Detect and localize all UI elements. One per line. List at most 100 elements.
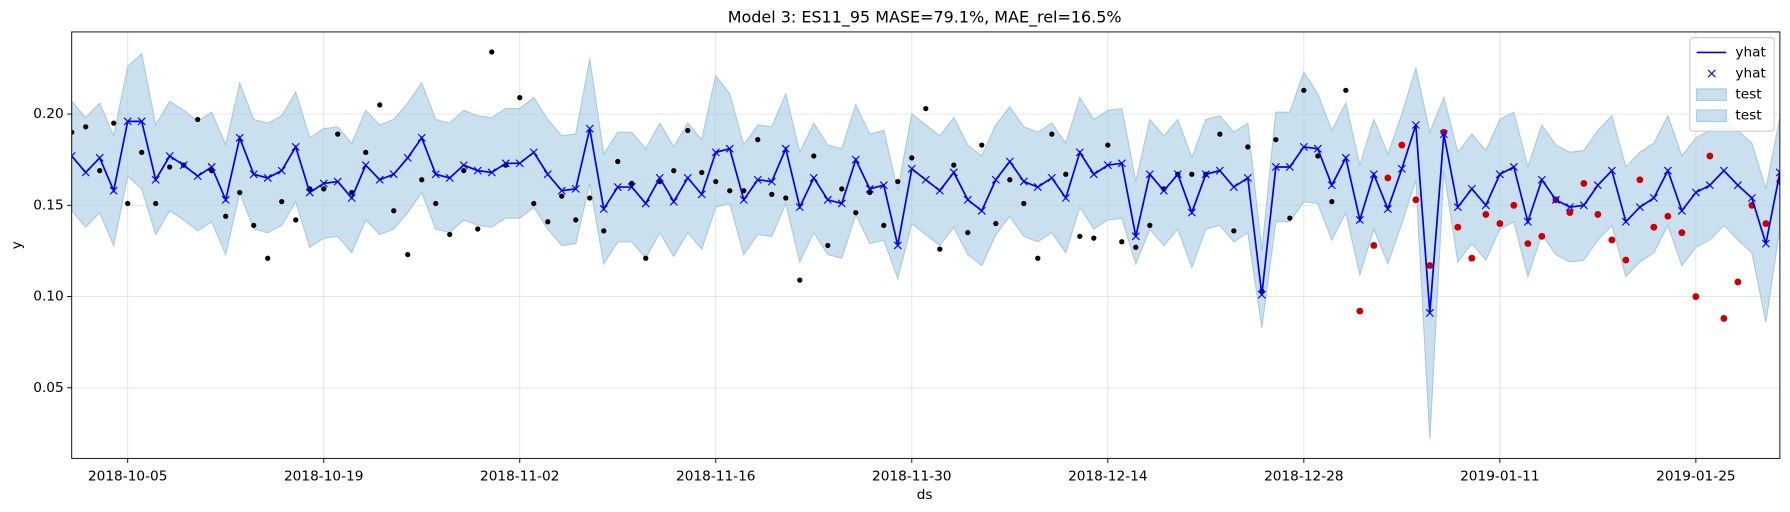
forecast-marker xyxy=(599,204,608,213)
forecast-marker xyxy=(823,195,832,204)
test-point xyxy=(1370,242,1378,249)
forecast-marker xyxy=(1761,239,1770,248)
forecast-marker xyxy=(277,166,286,175)
actual-point xyxy=(615,158,621,165)
actual-point xyxy=(573,217,579,223)
actual-point xyxy=(1091,235,1097,241)
forecast-marker xyxy=(907,164,916,173)
forecast-marker xyxy=(1089,170,1098,179)
actual-point xyxy=(447,231,453,238)
forecast-marker xyxy=(683,173,692,182)
forecast-marker xyxy=(1257,290,1266,299)
x-tick-label: 2018-12-28 xyxy=(1264,469,1343,485)
actual-point xyxy=(545,219,551,225)
forecast-marker xyxy=(1131,232,1140,241)
test-point xyxy=(1678,229,1686,237)
chart-title: Model 3: ES11_95 MASE=79.1%, MAE_rel=16.… xyxy=(728,8,1122,28)
actual-point xyxy=(629,180,635,187)
forecast-marker xyxy=(1677,206,1686,215)
actual-point xyxy=(391,208,397,214)
forecast-marker xyxy=(1075,148,1084,157)
forecast-marker xyxy=(1775,168,1780,177)
test-point xyxy=(1692,293,1700,300)
forecast-marker xyxy=(431,170,440,179)
actual-point xyxy=(293,217,299,223)
actual-point xyxy=(601,228,607,234)
forecast-marker xyxy=(403,153,412,162)
legend-patch xyxy=(1696,109,1727,123)
actual-point xyxy=(71,129,75,135)
actual-point xyxy=(685,127,691,134)
forecast-marker xyxy=(1187,208,1196,217)
forecast-marker xyxy=(487,168,496,177)
forecast-marker xyxy=(1173,170,1182,179)
forecast-marker xyxy=(991,175,1000,184)
legend-label: yhat xyxy=(1735,44,1766,60)
test-point xyxy=(1636,176,1644,184)
forecast-marker xyxy=(1523,217,1532,226)
actual-point xyxy=(951,162,957,168)
y-tick-label: 0.05 xyxy=(33,380,63,396)
forecast-marker xyxy=(1425,308,1434,318)
test-point xyxy=(1538,232,1546,240)
actual-point xyxy=(377,102,383,108)
actual-point xyxy=(1049,131,1055,137)
actual-point xyxy=(811,153,817,159)
forecast-marker xyxy=(207,162,216,172)
forecast-marker xyxy=(1593,181,1602,190)
forecast-marker xyxy=(445,173,454,182)
test-point xyxy=(1706,152,1714,160)
forecast-marker xyxy=(123,117,132,126)
actual-point xyxy=(895,178,901,185)
actual-point xyxy=(1315,153,1321,159)
actual-point xyxy=(797,277,803,283)
forecast-marker xyxy=(1467,184,1476,193)
actual-point xyxy=(153,200,159,207)
x-tick-label: 2019-01-25 xyxy=(1656,469,1735,485)
forecast-marker xyxy=(291,142,300,151)
test-point xyxy=(1524,240,1532,248)
forecast-marker xyxy=(109,186,118,195)
forecast-marker xyxy=(1705,181,1714,190)
forecast-marker xyxy=(781,144,790,153)
actual-point xyxy=(867,189,873,196)
forecast-marker xyxy=(1327,181,1336,190)
forecast-marker xyxy=(753,175,762,184)
forecast-marker xyxy=(697,190,706,199)
forecast-marker xyxy=(1397,164,1406,173)
forecast-marker xyxy=(1635,203,1644,212)
forecast-marker xyxy=(1621,217,1630,226)
actual-point xyxy=(881,222,887,228)
actual-point xyxy=(475,226,481,232)
forecast-marker xyxy=(1285,162,1294,172)
forecast-marker xyxy=(1201,170,1210,179)
actual-point xyxy=(433,200,439,207)
actual-point xyxy=(335,131,341,137)
test-point xyxy=(1412,196,1420,204)
actual-point xyxy=(1217,131,1223,137)
forecast-marker xyxy=(1159,186,1168,195)
forecast-marker xyxy=(893,241,902,250)
legend-label: test xyxy=(1735,87,1762,103)
forecast-marker xyxy=(375,175,384,184)
test-point xyxy=(1580,179,1588,187)
forecast-marker xyxy=(333,177,342,186)
actual-point xyxy=(1189,171,1195,177)
test-point xyxy=(1622,256,1630,264)
forecast-marker xyxy=(1047,173,1056,182)
forecast-marker xyxy=(473,166,482,175)
forecast-marker xyxy=(613,182,622,192)
forecast-marker xyxy=(165,151,174,161)
y-tick-label: 0.20 xyxy=(33,106,63,122)
forecast-marker xyxy=(571,184,580,193)
forecast-marker xyxy=(193,172,202,181)
test-point xyxy=(1566,209,1574,217)
actual-point xyxy=(251,222,257,228)
actual-point xyxy=(979,142,985,148)
actual-point xyxy=(699,169,705,176)
actual-point xyxy=(1007,177,1013,183)
legend-box xyxy=(1689,37,1775,132)
forecast-marker xyxy=(1733,181,1742,190)
forecast-marker xyxy=(1719,166,1728,175)
actual-point xyxy=(587,195,593,201)
